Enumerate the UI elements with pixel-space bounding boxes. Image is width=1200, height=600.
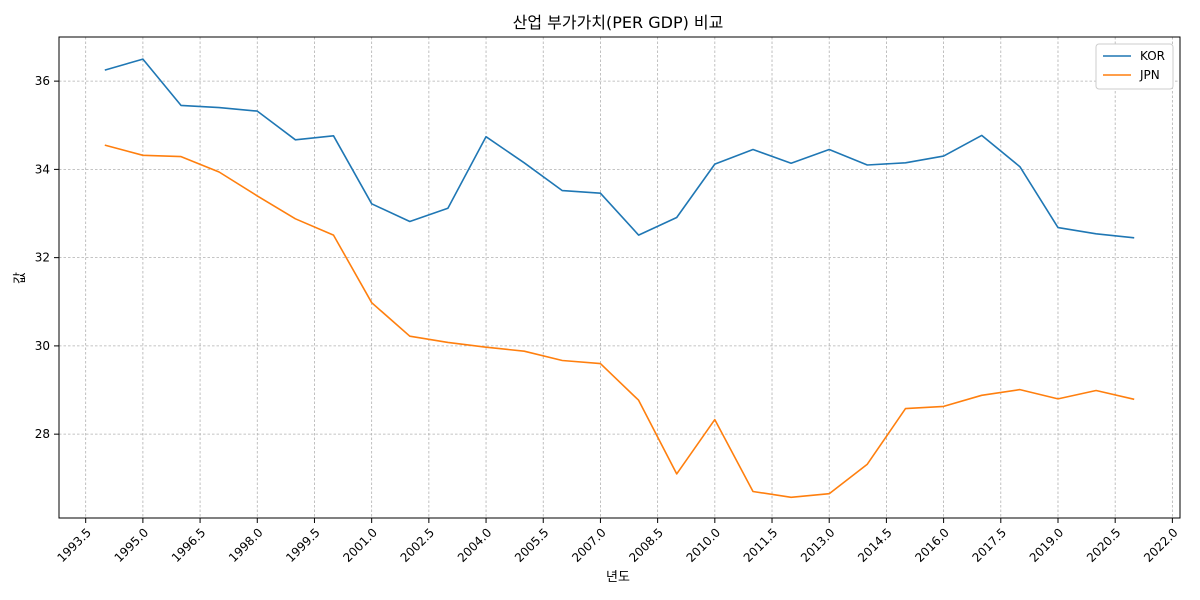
legend-label-kor: KOR xyxy=(1140,49,1165,63)
plot-frame xyxy=(58,36,1181,519)
grid-layer xyxy=(59,37,1180,518)
x-tick-label: 2008.5 xyxy=(626,525,666,565)
x-tick-label: 2020.5 xyxy=(1084,525,1124,565)
x-tick-label: 1993.5 xyxy=(54,525,94,565)
x-tick-label: 2010.0 xyxy=(684,525,724,565)
y-tick-label: 36 xyxy=(35,74,50,88)
legend: KOR JPN xyxy=(1095,43,1174,90)
x-tick-label: 1995.0 xyxy=(112,525,152,565)
x-axis-label: 년도 xyxy=(606,570,630,585)
chart-title: 산업 부가가치(PER GDP) 비교 xyxy=(513,13,724,32)
x-tick-label: 2011.5 xyxy=(741,525,781,565)
y-axis: 28 30 32 34 36 xyxy=(35,74,59,441)
x-tick-label: 1998.0 xyxy=(226,525,266,565)
y-axis-label: 값 xyxy=(13,272,28,284)
x-tick-label: 1996.5 xyxy=(169,525,209,565)
x-tick-label: 2019.0 xyxy=(1027,525,1067,565)
x-tick-label: 2001.0 xyxy=(340,525,380,565)
series-line-kor xyxy=(104,58,1135,239)
series-line-jpn xyxy=(104,144,1135,499)
x-tick-label: 2005.5 xyxy=(512,525,552,565)
x-axis: 1993.5 1995.0 1996.5 1998.0 1999.5 2001.0 2002… xyxy=(54,518,1181,565)
x-tick-label: 2014.5 xyxy=(855,525,895,565)
x-tick-label: 2002.5 xyxy=(398,525,438,565)
x-tick-label: 2007.0 xyxy=(569,525,609,565)
x-tick-label: 2016.0 xyxy=(912,525,952,565)
y-tick-label: 28 xyxy=(35,427,50,441)
x-tick-label: 2004.0 xyxy=(455,525,495,565)
x-tick-label: 2022.0 xyxy=(1141,525,1181,565)
x-tick-label: 2017.5 xyxy=(970,525,1010,565)
series-layer xyxy=(104,58,1135,499)
y-tick-label: 32 xyxy=(35,251,50,265)
x-tick-label: 1999.5 xyxy=(283,525,323,565)
y-tick-label: 30 xyxy=(35,339,50,353)
legend-label-jpn: JPN xyxy=(1139,68,1160,82)
y-tick-label: 34 xyxy=(35,162,50,176)
x-tick-label: 2013.0 xyxy=(798,525,838,565)
